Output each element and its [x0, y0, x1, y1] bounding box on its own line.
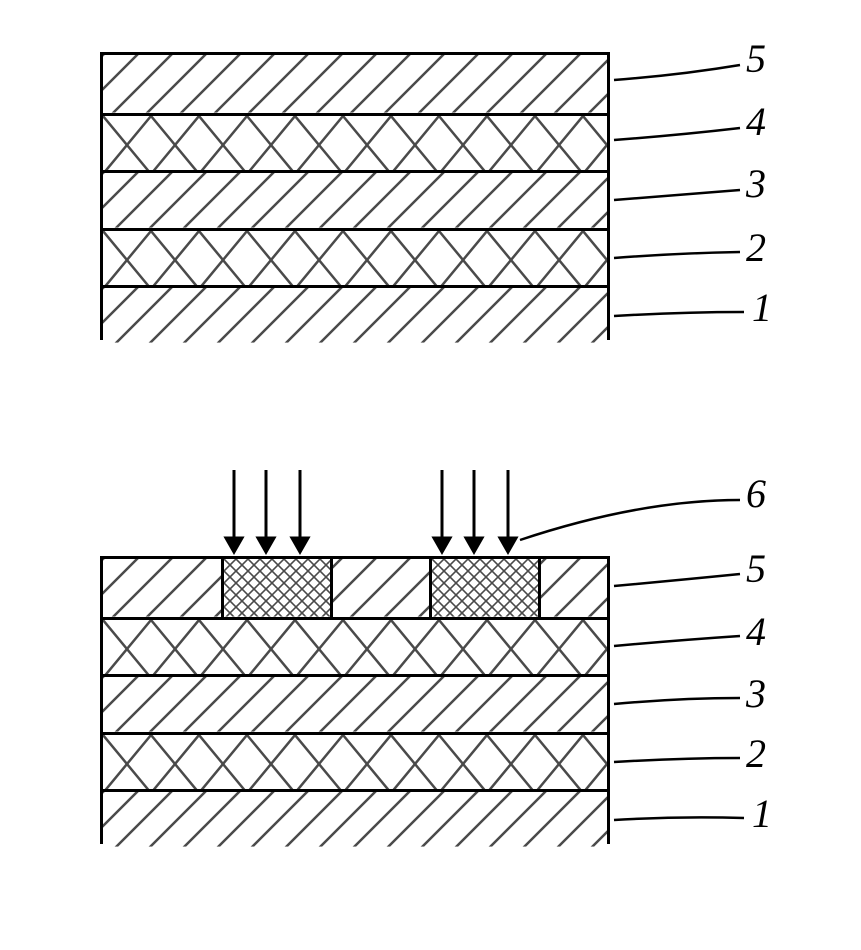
label-1b: 1	[752, 790, 772, 837]
label-3b: 3	[746, 670, 766, 717]
layer-5b	[103, 559, 607, 617]
label-4b: 4	[746, 608, 766, 655]
exposed-region-a	[221, 559, 333, 617]
layer-4b	[103, 617, 607, 675]
label-6: 6	[746, 470, 766, 517]
figure-bottom: 6 5 4 3 2 1	[0, 0, 861, 950]
exposed-region-b	[429, 559, 541, 617]
layer-3b	[103, 674, 607, 732]
layer-2b	[103, 732, 607, 790]
label-5b: 5	[746, 545, 766, 592]
label-2b: 2	[746, 730, 766, 777]
layer-stack-bottom	[100, 556, 610, 844]
layer-1b	[103, 789, 607, 847]
